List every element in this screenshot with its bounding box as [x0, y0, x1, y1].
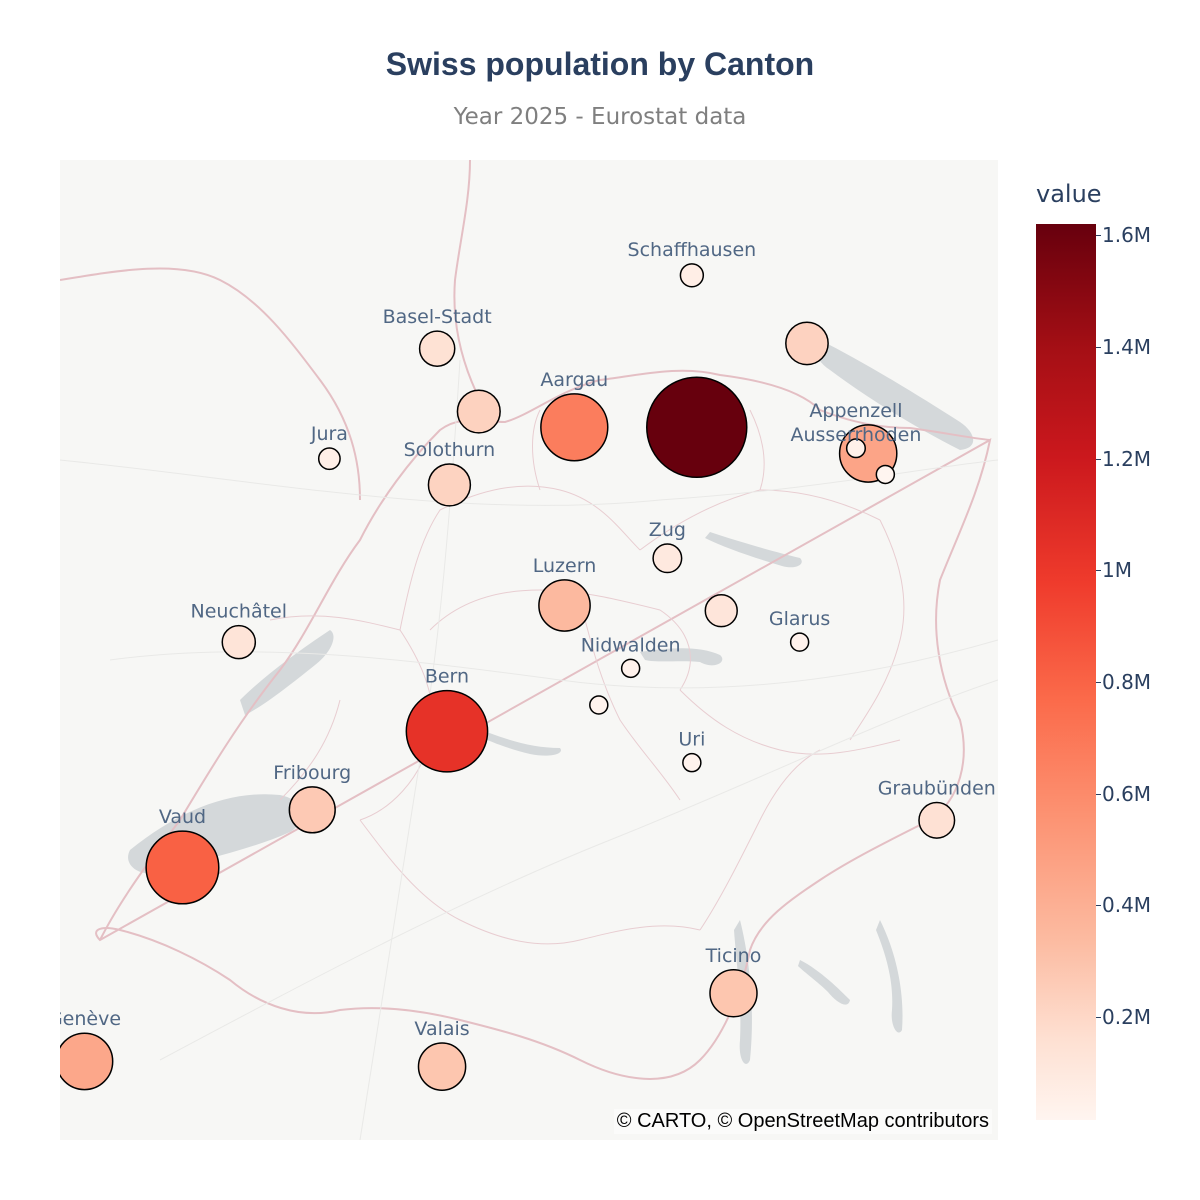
colorbar-tick-label: 1.6M [1102, 223, 1152, 248]
colorbar-tick-label: 0.8M [1102, 670, 1152, 695]
canton-bubble-luzern[interactable] [538, 579, 591, 632]
colorbar-tick-mark [1096, 793, 1101, 795]
canton-label: Nidwalden [581, 634, 681, 656]
canton-bubble-basel-stadt[interactable] [418, 330, 456, 367]
canton-bubble-bern[interactable] [405, 689, 489, 773]
canton-label: Ticino [705, 945, 762, 967]
colorbar-tick-label: 1.2M [1102, 446, 1152, 471]
canton-label: Zug [649, 519, 686, 541]
map-area[interactable]: Bern Vaud Aargau Genève Luzern Ticino Valais Fr… [60, 160, 998, 1140]
canton-label: Jura [310, 423, 348, 445]
canton-bubble-obwalden[interactable] [589, 695, 609, 715]
canton-label: Genève [60, 1008, 121, 1030]
canton-bubble-nidwalden[interactable] [620, 658, 641, 679]
canton-bubble-aargau[interactable] [540, 393, 609, 462]
lake-constance [815, 340, 974, 450]
canton-bubble-appenzell-ausserrhoden[interactable] [845, 438, 866, 459]
colorbar-tick-label: 1.4M [1102, 334, 1152, 359]
canton-bubble-schaffhausen[interactable] [679, 263, 705, 288]
canton-label: Ausserrhoden [790, 424, 921, 446]
canton-label: Uri [678, 729, 705, 751]
canton-bubble-vaud[interactable] [145, 830, 220, 905]
colorbar-tick-label: 0.2M [1102, 1005, 1152, 1030]
canton-label: Vaud [159, 806, 206, 828]
canton-bubble-gen-ve[interactable] [60, 1032, 114, 1091]
canton-borders [269, 409, 905, 945]
lake-lucerne [640, 648, 723, 666]
canton-label: Graubünden [878, 778, 996, 800]
canton-bubble-zug[interactable] [652, 543, 683, 574]
canton-bubble-uri[interactable] [682, 752, 702, 773]
canton-bubble-basel-landschaft[interactable] [456, 389, 501, 434]
canton-bubble-neuch-tel[interactable] [221, 624, 257, 660]
colorbar-tick-label: 0.4M [1102, 893, 1152, 918]
colorbar-tick-mark [1096, 905, 1101, 907]
lake-neuchatel [240, 630, 334, 715]
canton-bubble-glarus[interactable] [789, 632, 810, 652]
colorbar-tick-mark [1096, 682, 1101, 684]
canton-bubble-valais[interactable] [417, 1042, 467, 1091]
canton-bubble-jura[interactable] [317, 447, 341, 471]
colorbar-tick-mark [1096, 570, 1101, 572]
canton-bubble-graub-nden[interactable] [918, 801, 956, 839]
canton-label: Fribourg [273, 762, 351, 784]
canton-label: Appenzell [809, 400, 902, 422]
canton-bubble-appenzell-innerrhoden[interactable] [875, 464, 896, 485]
colorbar-tick-mark [1096, 458, 1101, 460]
canton-bubble-thurgau[interactable] [785, 321, 829, 366]
canton-label: Valais [414, 1018, 469, 1040]
bubble-layer: Bern Vaud Aargau Genève Luzern Ticino Valais Fr… [60, 239, 996, 1091]
colorbar-tick-label: 0.6M [1102, 781, 1152, 806]
canton-label: Bern [425, 666, 469, 688]
chart-title: Swiss population by Canton [385, 46, 815, 82]
colorbar-tick-mark [1096, 1017, 1101, 1019]
canton-label: Luzern [533, 555, 596, 577]
canton-label: Solothurn [404, 439, 496, 461]
canton-bubble-schwyz[interactable] [704, 593, 738, 628]
canton-label: Neuchâtel [191, 601, 288, 623]
lake-lugano [798, 960, 850, 1005]
canton-label: Aargau [540, 369, 608, 391]
lake-como [876, 920, 903, 1033]
canton-label: Basel-Stadt [383, 306, 492, 328]
lake-thun [468, 725, 561, 756]
colorbar-tick-label: 1M [1102, 558, 1132, 583]
canton-bubble-z-rich[interactable] [646, 376, 748, 479]
colorbar-tick-mark [1096, 346, 1101, 348]
canton-bubble-ticino[interactable] [709, 969, 758, 1018]
colorbar [1036, 224, 1096, 1120]
canton-bubble-fribourg[interactable] [288, 786, 336, 834]
basemap [60, 160, 998, 1140]
canton-label: Glarus [769, 608, 830, 630]
canton-label: Schaffhausen [628, 239, 757, 261]
canton-bubble-solothurn[interactable] [427, 463, 472, 507]
map-attribution[interactable]: © CARTO, © OpenStreetMap contributors [613, 1109, 992, 1134]
colorbar-tick-mark [1096, 235, 1101, 237]
chart-subtitle: Year 2025 - Eurostat data [453, 104, 747, 130]
colorbar-title: value [1036, 180, 1102, 208]
